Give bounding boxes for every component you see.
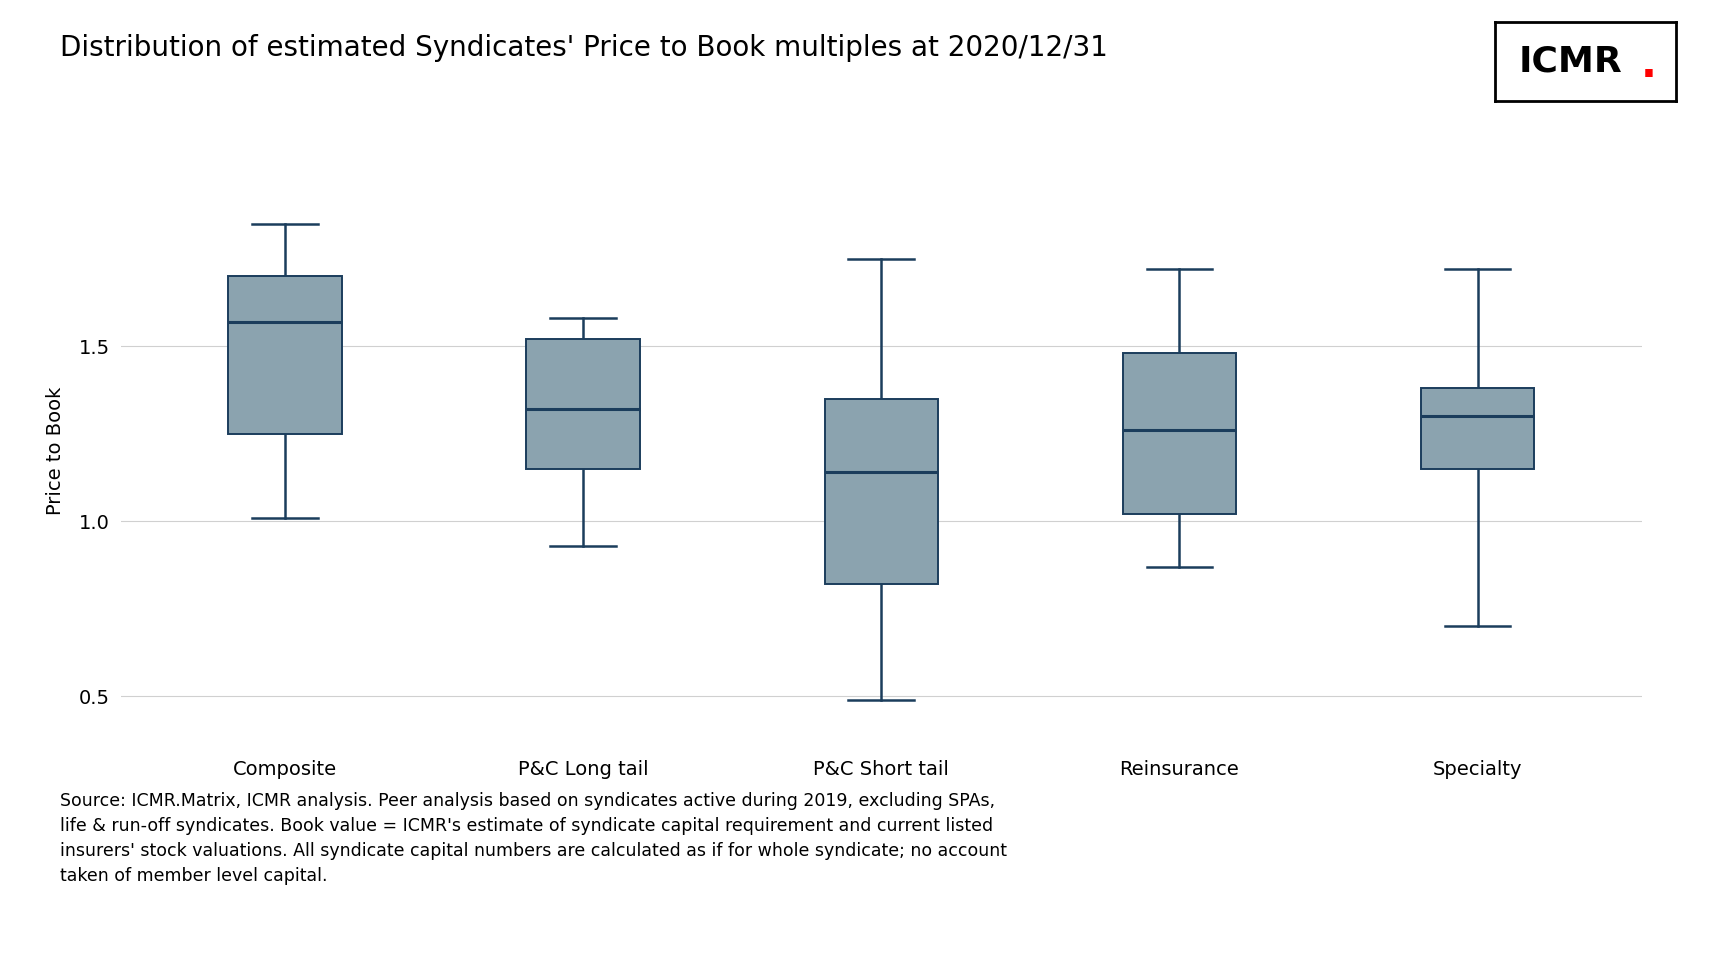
Text: Source: ICMR.Matrix, ICMR analysis. Peer analysis based on syndicates active dur: Source: ICMR.Matrix, ICMR analysis. Peer…	[60, 792, 1007, 885]
Bar	[1420, 388, 1534, 468]
Text: ICMR: ICMR	[1519, 44, 1623, 79]
Bar	[1123, 353, 1236, 515]
Text: .: .	[1642, 44, 1657, 86]
Bar	[824, 398, 938, 585]
Bar	[527, 339, 639, 468]
Bar	[228, 276, 342, 434]
Text: Distribution of estimated Syndicates' Price to Book multiples at 2020/12/31: Distribution of estimated Syndicates' Pr…	[60, 34, 1108, 61]
Y-axis label: Price to Book: Price to Book	[47, 387, 66, 516]
